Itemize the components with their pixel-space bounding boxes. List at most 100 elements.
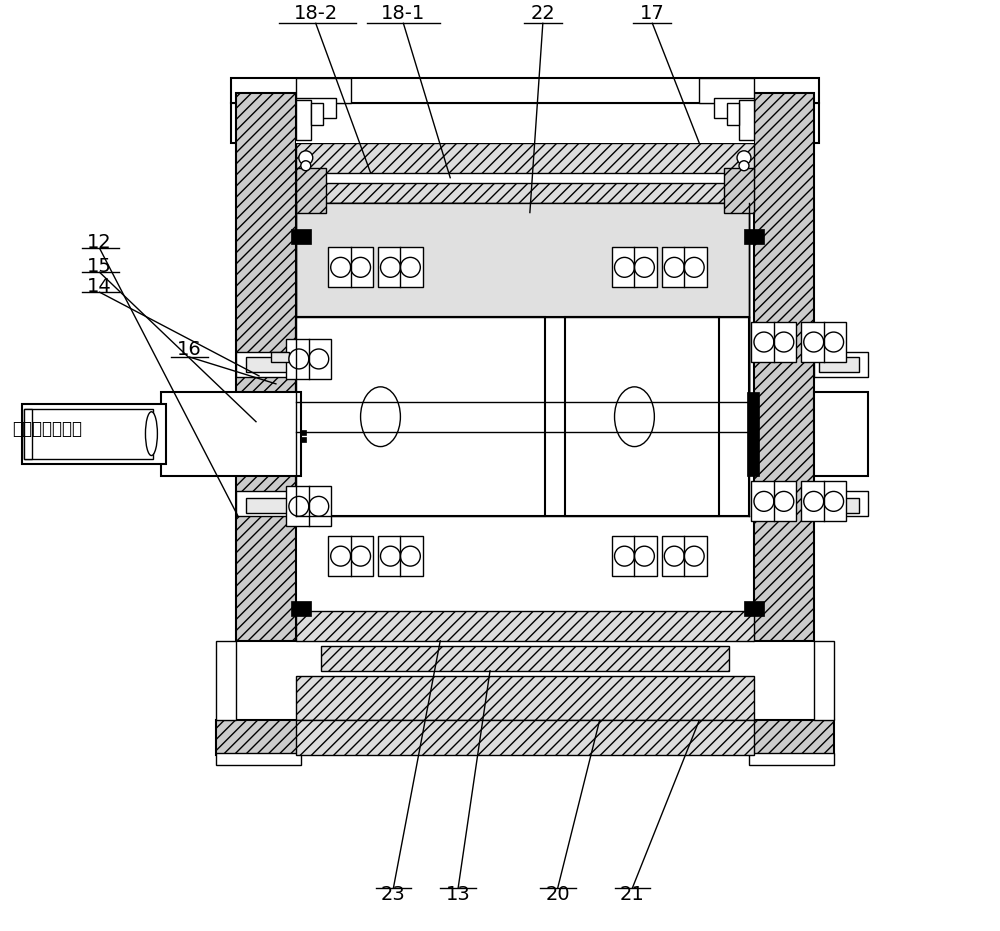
- Bar: [378, 536, 423, 576]
- Bar: [751, 481, 796, 521]
- Bar: [321, 646, 729, 670]
- Bar: [24, 409, 32, 459]
- Text: 21: 21: [620, 885, 645, 904]
- Text: 22: 22: [530, 4, 555, 23]
- Bar: [565, 317, 719, 517]
- Ellipse shape: [145, 412, 157, 455]
- Bar: [271, 352, 289, 362]
- Text: 17: 17: [640, 4, 665, 23]
- Bar: [296, 100, 311, 140]
- Bar: [246, 498, 301, 513]
- Bar: [236, 93, 296, 641]
- Bar: [699, 78, 754, 103]
- Circle shape: [331, 257, 351, 277]
- Bar: [296, 317, 749, 517]
- Bar: [612, 536, 657, 576]
- Circle shape: [737, 151, 751, 165]
- Circle shape: [400, 546, 420, 566]
- Circle shape: [804, 492, 824, 511]
- Bar: [216, 641, 236, 721]
- Circle shape: [684, 257, 704, 277]
- Bar: [714, 98, 754, 118]
- Bar: [236, 492, 306, 517]
- Text: 12: 12: [87, 233, 112, 252]
- Bar: [286, 486, 331, 526]
- Bar: [662, 248, 707, 288]
- Bar: [328, 536, 373, 576]
- Bar: [321, 182, 729, 203]
- Text: 18-1: 18-1: [381, 4, 426, 23]
- Text: 18-2: 18-2: [294, 4, 338, 23]
- Bar: [819, 357, 859, 371]
- Bar: [216, 721, 301, 755]
- Bar: [296, 141, 754, 142]
- Bar: [291, 601, 311, 616]
- Bar: [612, 248, 657, 288]
- Circle shape: [380, 546, 400, 566]
- Bar: [575, 203, 749, 402]
- Bar: [236, 352, 306, 377]
- Bar: [724, 168, 754, 212]
- Bar: [22, 404, 166, 464]
- Circle shape: [301, 161, 311, 170]
- Bar: [296, 317, 545, 517]
- Text: 13: 13: [446, 885, 471, 904]
- Circle shape: [351, 257, 371, 277]
- Bar: [216, 753, 301, 765]
- Bar: [291, 229, 311, 245]
- Bar: [814, 492, 868, 517]
- Circle shape: [380, 257, 400, 277]
- Circle shape: [615, 546, 634, 566]
- Circle shape: [804, 332, 824, 352]
- Bar: [301, 430, 306, 435]
- Bar: [296, 203, 749, 402]
- Circle shape: [774, 492, 794, 511]
- Circle shape: [684, 546, 704, 566]
- Bar: [296, 721, 754, 755]
- Text: 惰性气体通入口: 惰性气体通入口: [12, 420, 82, 438]
- Bar: [739, 100, 754, 140]
- Bar: [161, 392, 301, 477]
- Bar: [296, 611, 754, 641]
- Circle shape: [351, 546, 371, 566]
- Circle shape: [824, 332, 844, 352]
- Ellipse shape: [361, 387, 400, 447]
- Circle shape: [739, 161, 749, 170]
- Bar: [814, 641, 834, 721]
- Bar: [296, 203, 475, 402]
- Circle shape: [299, 151, 313, 165]
- Bar: [378, 248, 423, 288]
- Bar: [296, 168, 326, 212]
- Bar: [814, 352, 868, 377]
- Circle shape: [664, 257, 684, 277]
- Bar: [24, 409, 153, 459]
- Text: 20: 20: [545, 885, 570, 904]
- Bar: [296, 98, 336, 118]
- Bar: [328, 248, 373, 288]
- Bar: [749, 753, 834, 765]
- Bar: [286, 339, 331, 379]
- Circle shape: [309, 496, 329, 517]
- Circle shape: [754, 332, 774, 352]
- Bar: [296, 676, 754, 721]
- Bar: [814, 392, 868, 477]
- Circle shape: [331, 546, 351, 566]
- Circle shape: [664, 546, 684, 566]
- Bar: [301, 437, 306, 441]
- Bar: [231, 103, 819, 142]
- Text: 15: 15: [87, 257, 112, 276]
- Bar: [296, 78, 351, 103]
- Circle shape: [634, 546, 654, 566]
- Circle shape: [289, 349, 309, 369]
- Bar: [801, 481, 846, 521]
- Circle shape: [754, 492, 774, 511]
- Bar: [744, 601, 764, 616]
- Circle shape: [824, 492, 844, 511]
- Text: 14: 14: [87, 277, 112, 296]
- Bar: [727, 103, 739, 125]
- Bar: [749, 721, 834, 755]
- Bar: [296, 142, 754, 173]
- Bar: [801, 322, 846, 362]
- Circle shape: [634, 257, 654, 277]
- Bar: [311, 103, 323, 125]
